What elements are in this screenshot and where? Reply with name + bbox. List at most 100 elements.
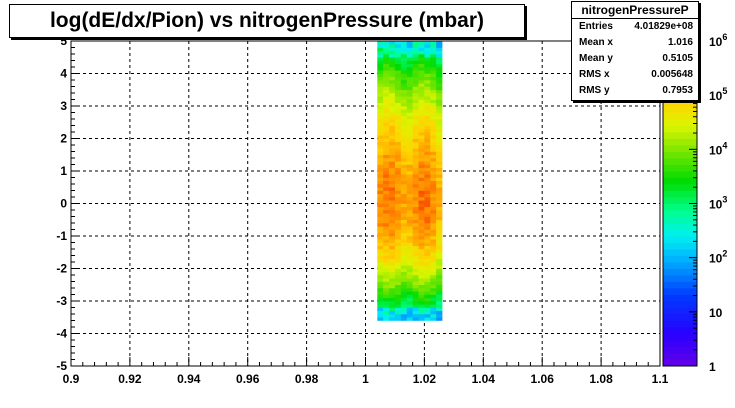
heatmap-cell bbox=[400, 288, 408, 292]
palette-cell bbox=[663, 164, 697, 172]
heatmap-cell bbox=[424, 271, 431, 276]
palette-cell bbox=[663, 119, 697, 126]
heatmap-cell bbox=[430, 216, 437, 221]
heatmap-cell bbox=[394, 252, 402, 256]
heatmap-cell bbox=[436, 161, 443, 165]
heatmap-cell bbox=[418, 70, 425, 74]
heatmap-cell bbox=[400, 154, 408, 159]
heatmap-cell bbox=[377, 284, 384, 289]
heatmap-cell bbox=[394, 67, 402, 71]
heatmap-cell bbox=[377, 255, 384, 260]
heatmap-cell bbox=[406, 102, 413, 107]
heatmap-cell bbox=[436, 226, 443, 230]
heatmap-cell bbox=[424, 102, 431, 107]
heatmap-cell bbox=[400, 63, 408, 68]
heatmap-cell bbox=[394, 310, 402, 315]
palette-cell bbox=[663, 223, 697, 230]
heatmap-cell bbox=[436, 262, 443, 266]
heatmap-cell bbox=[383, 70, 390, 74]
heatmap-cell bbox=[412, 41, 419, 45]
heatmap-cell bbox=[383, 122, 390, 126]
heatmap-cell bbox=[383, 294, 390, 299]
heatmap-cell bbox=[430, 242, 437, 247]
heatmap-cell bbox=[424, 106, 431, 110]
heatmap-cell bbox=[424, 226, 431, 230]
heatmap-cell bbox=[383, 258, 390, 263]
heatmap-cell bbox=[377, 265, 384, 269]
stats-label: Mean y bbox=[579, 53, 613, 64]
heatmap-cell bbox=[389, 83, 396, 87]
heatmap-cell bbox=[418, 284, 425, 289]
heatmap-cell bbox=[412, 154, 419, 159]
heatmap-cell bbox=[394, 206, 402, 211]
heatmap-cell bbox=[412, 255, 419, 260]
heatmap-cell bbox=[377, 161, 384, 165]
heatmap-cell bbox=[430, 200, 437, 204]
heatmap-cell bbox=[418, 291, 425, 295]
heatmap-cell bbox=[424, 291, 431, 295]
heatmap-cell bbox=[400, 83, 408, 87]
stats-row-mean-x: Mean x 1.016 bbox=[572, 35, 698, 51]
heatmap-cell bbox=[400, 158, 408, 162]
heatmap-cell bbox=[406, 294, 413, 299]
heatmap-cell bbox=[389, 288, 396, 292]
heatmap-cell bbox=[418, 219, 425, 224]
heatmap-cell bbox=[430, 245, 437, 250]
heatmap-cell bbox=[406, 89, 413, 94]
heatmap-cell bbox=[412, 148, 419, 152]
heatmap-cell bbox=[424, 281, 431, 286]
heatmap-cell bbox=[406, 291, 413, 295]
heatmap-cell bbox=[418, 63, 425, 68]
heatmap-cell bbox=[377, 50, 384, 55]
heatmap-cell bbox=[436, 193, 443, 198]
heatmap-cell bbox=[436, 216, 443, 221]
heatmap-cell bbox=[406, 60, 413, 65]
heatmap-cell bbox=[400, 307, 408, 312]
stats-row-rms-y: RMS y 0.7953 bbox=[572, 83, 698, 99]
heatmap-cell bbox=[418, 57, 425, 61]
heatmap-cell bbox=[424, 145, 431, 149]
heatmap-cell bbox=[383, 301, 390, 305]
heatmap-cell bbox=[383, 109, 390, 113]
palette-label: 10 bbox=[709, 306, 723, 320]
heatmap-cell bbox=[412, 203, 419, 208]
heatmap-cell bbox=[412, 219, 419, 224]
heatmap-cell bbox=[406, 245, 413, 250]
heatmap-cell bbox=[406, 226, 413, 230]
heatmap-cell bbox=[418, 125, 425, 130]
heatmap-cell bbox=[412, 122, 419, 126]
heatmap-cell bbox=[430, 54, 437, 58]
heatmap-cell bbox=[430, 193, 437, 198]
heatmap-cell bbox=[436, 294, 443, 299]
heatmap-cell bbox=[424, 223, 431, 227]
heatmap-cell bbox=[383, 242, 390, 247]
stats-box: nitrogenPressureP Entries 4.01829e+08 Me… bbox=[571, 1, 699, 101]
heatmap-cell bbox=[430, 67, 437, 71]
heatmap-cell bbox=[389, 57, 396, 61]
heatmap-cell bbox=[406, 249, 413, 253]
heatmap-cell bbox=[430, 115, 437, 120]
heatmap-cell bbox=[436, 242, 443, 247]
heatmap-cell bbox=[424, 245, 431, 250]
heatmap-cell bbox=[412, 125, 419, 130]
heatmap-cell bbox=[389, 174, 396, 178]
heatmap-cell bbox=[436, 106, 443, 110]
palette-cell bbox=[663, 275, 697, 282]
heatmap-cell bbox=[400, 213, 408, 217]
heatmap-cell bbox=[394, 135, 402, 139]
heatmap-cell bbox=[406, 44, 413, 48]
heatmap-cell bbox=[394, 158, 402, 162]
heatmap-cell bbox=[389, 200, 396, 204]
heatmap-cell bbox=[377, 102, 384, 107]
heatmap-cell bbox=[394, 291, 402, 295]
heatmap-cell bbox=[389, 284, 396, 289]
heatmap-cell bbox=[389, 128, 396, 133]
heatmap-cell bbox=[383, 161, 390, 165]
heatmap-cell bbox=[389, 187, 396, 191]
palette-cell bbox=[663, 281, 697, 289]
heatmap-cell bbox=[394, 174, 402, 178]
heatmap-cell bbox=[412, 171, 419, 175]
heatmap-cell bbox=[400, 171, 408, 175]
palette-cell bbox=[663, 359, 697, 367]
heatmap-cell bbox=[389, 177, 396, 182]
